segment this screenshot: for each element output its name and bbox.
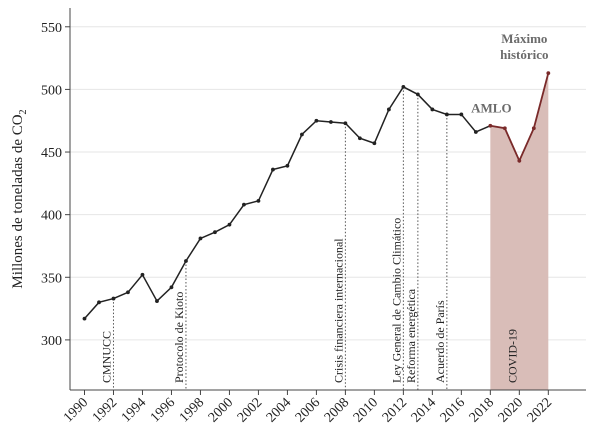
data-point-1994 (140, 272, 145, 277)
event-label-5: Acuerdo de París (433, 300, 447, 383)
y-axis-label-subscript: 2 (18, 109, 29, 114)
x-tick-label-2020: 2020 (496, 395, 526, 425)
x-tick-label-2022: 2022 (525, 395, 555, 425)
data-point-2013 (415, 92, 420, 97)
highlight-area-fill (490, 73, 549, 390)
data-point-2001 (242, 202, 246, 207)
data-point-2012 (401, 85, 406, 89)
data-point-2018 (488, 123, 493, 128)
highlight-label: AMLO (471, 101, 511, 116)
data-point-1991 (97, 300, 101, 305)
data-point-2021 (531, 126, 536, 131)
event-label-6: COVID-19 (505, 329, 519, 383)
x-tick-label-2004: 2004 (264, 395, 294, 425)
data-point-2004 (285, 163, 290, 168)
y-tick-label-500: 500 (41, 83, 62, 98)
data-point-2020 (517, 158, 522, 163)
data-point-2016 (459, 112, 464, 117)
event-label-1: Protocolo de Kioto (172, 292, 186, 383)
data-point-2011 (386, 107, 391, 112)
data-point-2008 (343, 121, 348, 126)
labels: 3003504004505005501990199219941996199820… (10, 21, 555, 426)
x-tick-label-1994: 1994 (119, 395, 149, 425)
data-point-2000 (227, 222, 232, 227)
data-point-2005 (300, 132, 304, 137)
event-label-2: Crisis financiera internacional (331, 238, 345, 383)
x-tick-label-1992: 1992 (90, 395, 120, 425)
data-point-1990 (82, 316, 87, 321)
data-point-2002 (256, 198, 261, 203)
y-tick-label-450: 450 (41, 146, 62, 161)
x-tick-label-2012: 2012 (380, 395, 410, 425)
event-label-4: Reforma energética (404, 288, 418, 383)
event-label-0: CMNUCC (99, 331, 113, 383)
series-line (82, 71, 551, 321)
data-point-1995 (155, 299, 159, 303)
y-axis-label: Millones de toneladas de CO2 (10, 109, 29, 288)
x-tick-label-2000: 2000 (206, 395, 236, 425)
data-point-1999 (213, 230, 217, 235)
highlight-area (490, 73, 549, 390)
y-tick-label-300: 300 (41, 334, 62, 349)
data-point-2019 (502, 126, 507, 131)
data-point-2003 (271, 167, 275, 172)
axes (65, 8, 586, 395)
data-point-2015 (444, 112, 449, 117)
data-point-2022 (546, 71, 551, 76)
data-point-1992 (111, 296, 116, 301)
x-tick-label-2018: 2018 (467, 395, 497, 425)
y-tick-label-550: 550 (41, 21, 62, 36)
x-tick-label-1990: 1990 (61, 395, 91, 425)
x-tick-label-2006: 2006 (293, 395, 323, 425)
series-path (83, 85, 491, 320)
x-tick-label-2014: 2014 (409, 395, 439, 425)
event-lines (112, 86, 520, 390)
data-point-1997 (184, 259, 188, 263)
x-tick-label-1998: 1998 (177, 395, 207, 425)
event-label-3: Ley General de Cambio Climático (389, 218, 403, 383)
x-tick-label-2016: 2016 (438, 395, 468, 425)
x-tick-label-1996: 1996 (148, 395, 178, 425)
x-tick-label-2010: 2010 (351, 395, 381, 425)
data-point-2007 (328, 120, 333, 124)
data-point-2010 (372, 141, 377, 146)
x-tick-label-2002: 2002 (235, 395, 265, 425)
data-point-1993 (126, 290, 130, 295)
data-point-2014 (430, 107, 435, 112)
data-point-2009 (357, 136, 362, 141)
y-axis-label-main: Millones de toneladas de CO (10, 114, 26, 288)
data-point-2006 (314, 118, 319, 123)
y-tick-label-350: 350 (41, 271, 62, 286)
data-point-1996 (169, 285, 174, 290)
data-point-2017 (473, 130, 478, 134)
peak-label-line-2: histórico (500, 47, 548, 62)
data-point-1998 (198, 236, 203, 241)
peak-label-line-1: Máximo (501, 31, 547, 46)
x-tick-label-2008: 2008 (322, 395, 352, 425)
y-tick-label-400: 400 (41, 209, 62, 224)
